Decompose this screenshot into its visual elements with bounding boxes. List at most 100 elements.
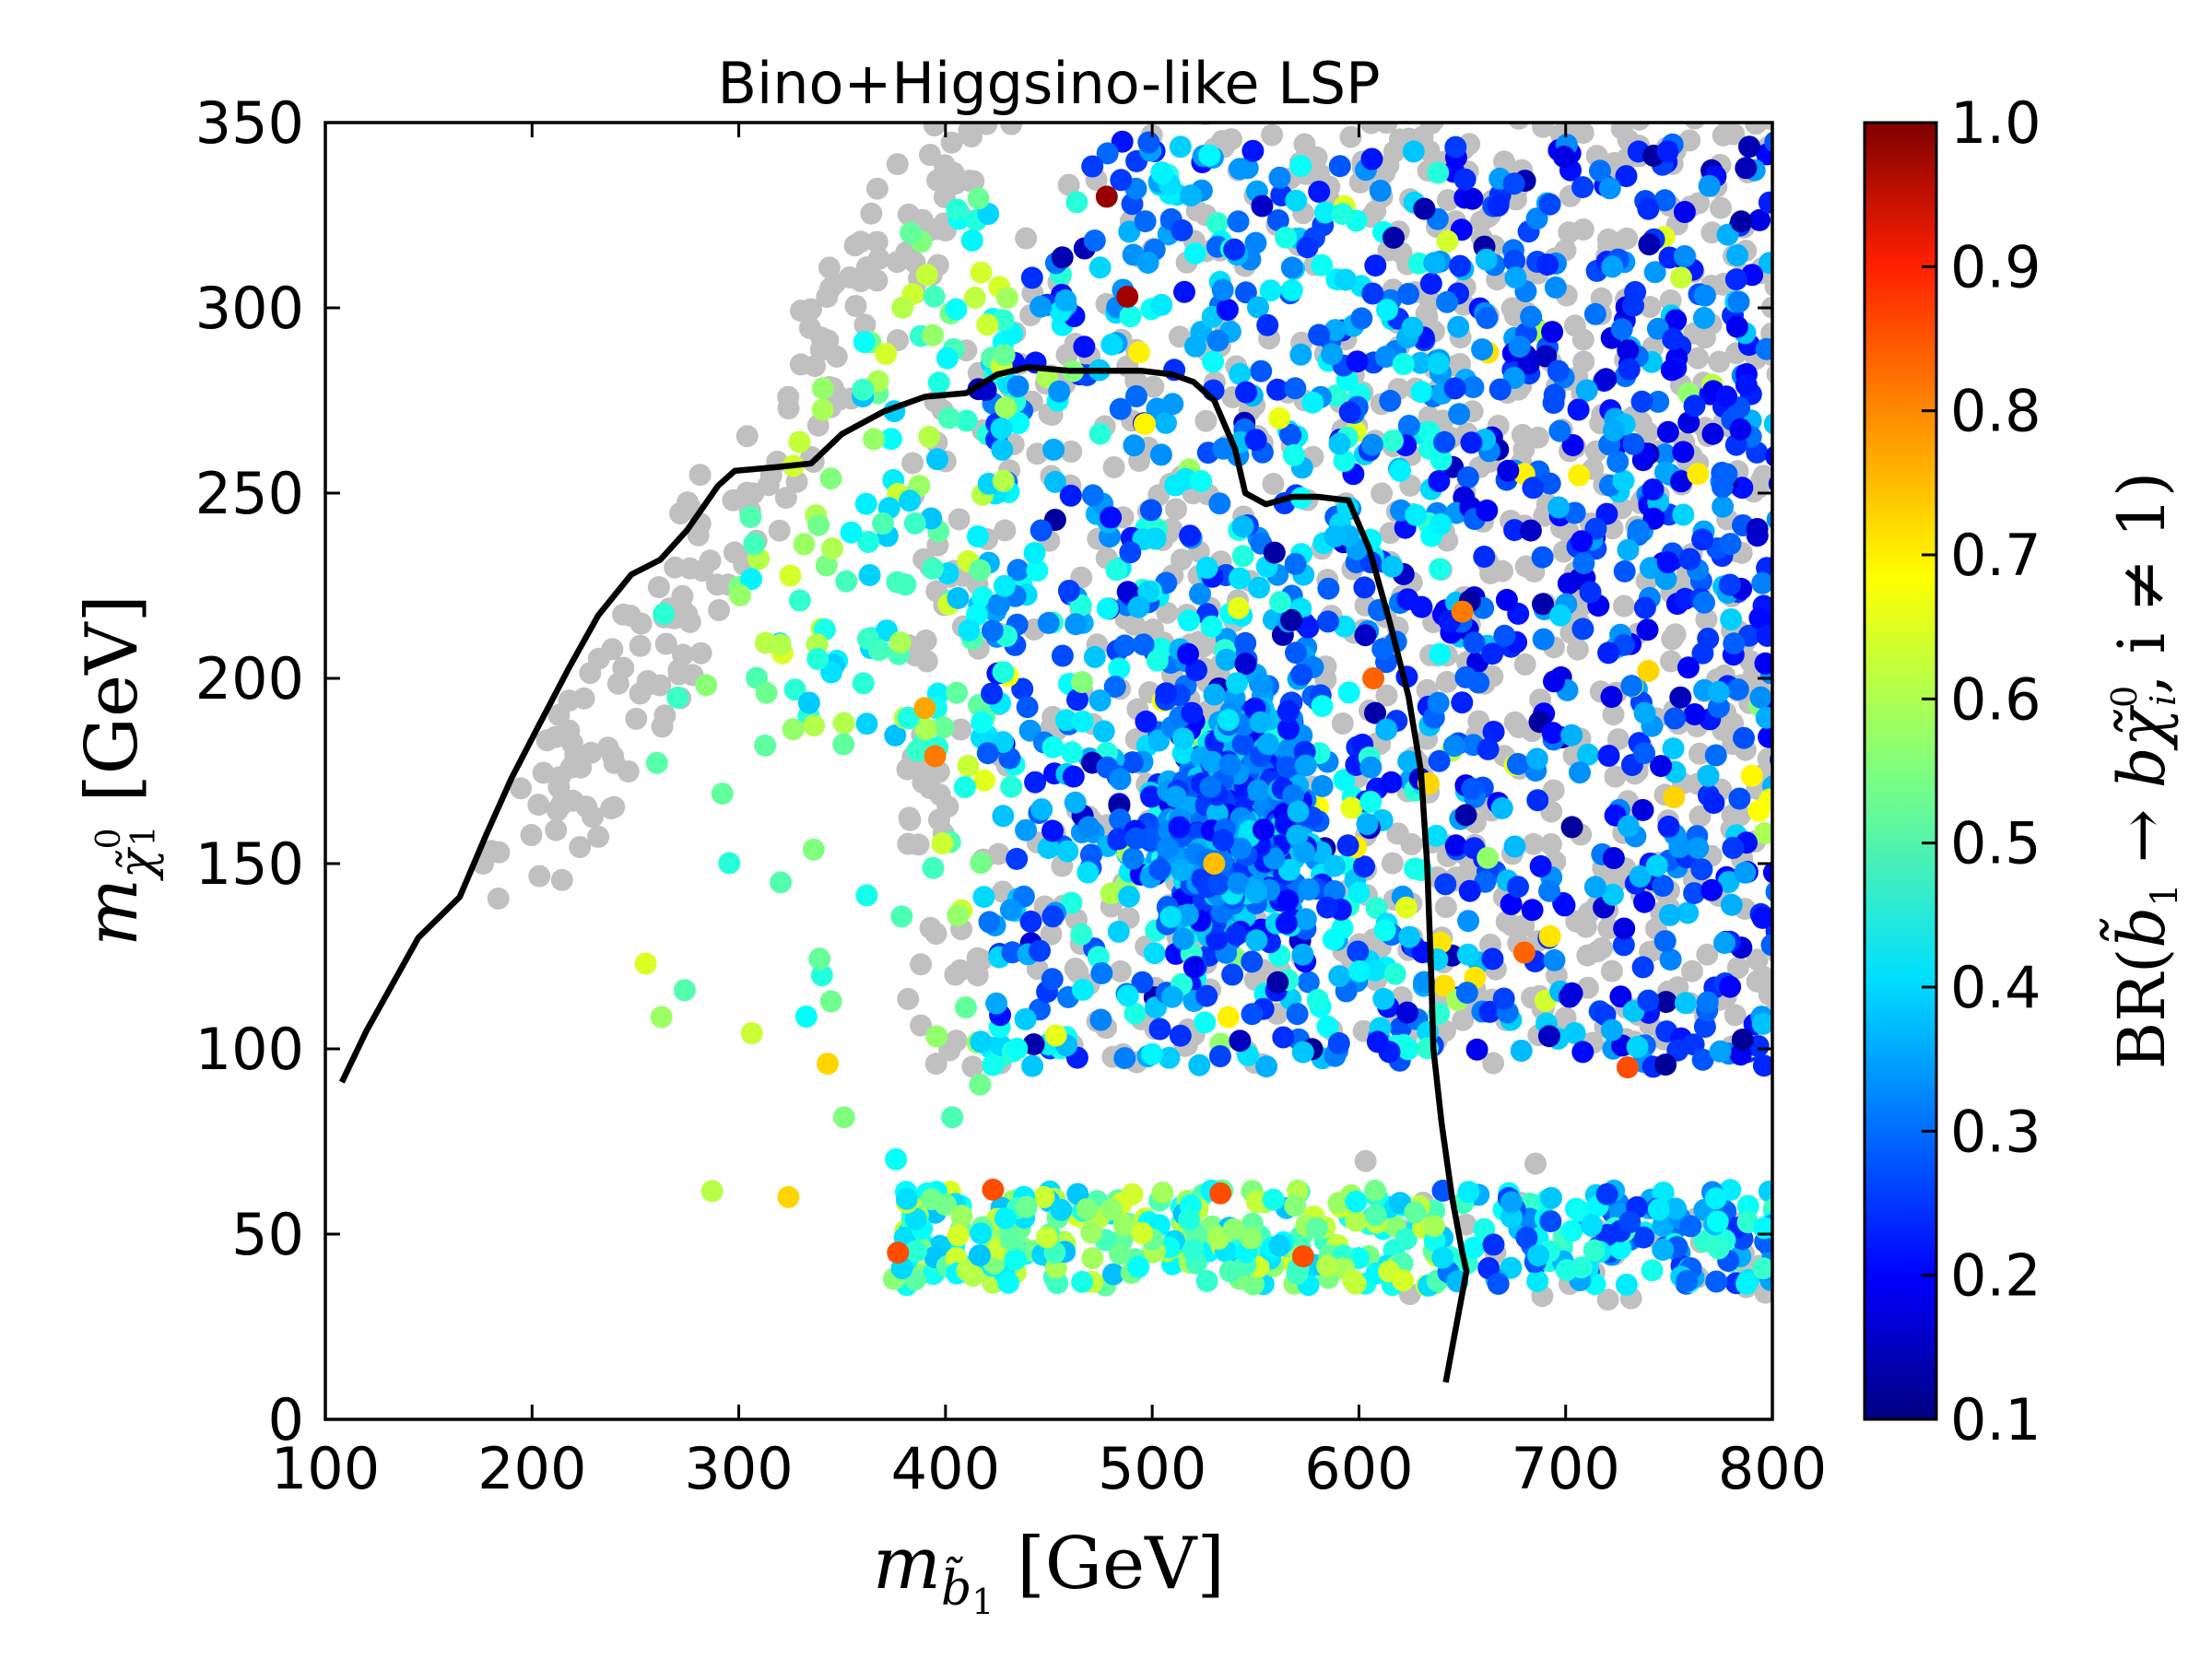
data-point	[1132, 633, 1155, 656]
data-point	[700, 1180, 724, 1203]
data-point	[1444, 135, 1467, 159]
data-point	[1029, 939, 1051, 962]
data-point	[1218, 753, 1241, 776]
data-point	[897, 706, 920, 729]
data-point	[1143, 942, 1166, 965]
data-point	[1292, 841, 1315, 864]
data-point	[1427, 352, 1450, 375]
data-point	[1777, 1188, 1799, 1210]
data-point	[1216, 299, 1239, 321]
data-point	[1180, 184, 1203, 207]
data-point	[1771, 1206, 1772, 1210]
data-point	[1571, 176, 1594, 199]
data-point	[1448, 403, 1471, 426]
data-point	[888, 631, 912, 653]
data-point	[1645, 854, 1668, 877]
data-point	[1364, 701, 1386, 724]
data-point	[1708, 350, 1731, 373]
data-point	[1631, 956, 1654, 979]
data-point	[1749, 686, 1772, 709]
data-point	[1762, 861, 1772, 884]
data-point	[1087, 946, 1110, 969]
data-point	[946, 681, 969, 704]
data-point	[1612, 469, 1635, 492]
data-point	[1654, 1053, 1677, 1077]
data-point	[1404, 94, 1426, 116]
data-point	[832, 733, 855, 756]
data-point	[976, 313, 999, 336]
data-point	[1149, 443, 1172, 466]
data-point	[1134, 210, 1157, 233]
data-point	[1337, 681, 1360, 704]
data-point	[1396, 588, 1419, 611]
data-point	[1781, 570, 1803, 592]
data-point	[1433, 974, 1456, 997]
data-point	[1268, 166, 1291, 189]
data-point	[1336, 834, 1359, 857]
data-point	[1340, 796, 1363, 819]
data-point	[1317, 577, 1340, 600]
data-point	[1500, 1191, 1523, 1214]
data-point	[1678, 547, 1701, 571]
data-point	[1247, 296, 1269, 319]
x-axis-label: mb̃1 [GeV]	[873, 1523, 1225, 1622]
data-point	[978, 911, 1001, 934]
data-point	[1633, 596, 1656, 619]
data-point	[818, 276, 841, 300]
data-point	[947, 508, 971, 531]
data-point	[1056, 840, 1079, 863]
data-point	[1103, 676, 1126, 699]
data-point	[1014, 1007, 1037, 1030]
data-point	[1568, 464, 1591, 487]
data-point	[1113, 634, 1136, 657]
data-point	[994, 519, 1017, 542]
data-point	[1109, 397, 1132, 420]
data-point	[1361, 282, 1384, 305]
data-point	[1394, 896, 1418, 919]
data-point	[1208, 492, 1231, 515]
data-point	[1637, 197, 1660, 220]
data-point	[1778, 1011, 1800, 1033]
data-point	[1118, 220, 1141, 243]
data-point	[777, 385, 800, 408]
data-point	[1492, 987, 1515, 1010]
data-point	[1690, 858, 1713, 881]
data-point	[1568, 1200, 1591, 1222]
data-point	[1164, 474, 1187, 497]
colorbar-label: BR(b̃1 → bχ̃0i, i ≠ 1)	[2100, 472, 2186, 1069]
data-point	[1672, 503, 1695, 526]
data-point	[1522, 832, 1545, 855]
data-point	[953, 776, 976, 798]
data-point	[1065, 613, 1088, 636]
data-point	[1316, 610, 1339, 633]
data-point	[957, 754, 980, 777]
data-point	[1294, 908, 1317, 931]
data-point	[1656, 551, 1679, 574]
data-point	[1693, 284, 1716, 307]
data-point	[1194, 1011, 1217, 1034]
data-point	[1493, 150, 1515, 173]
data-point	[1015, 818, 1038, 841]
data-point	[1396, 1001, 1418, 1024]
data-point	[1772, 562, 1794, 584]
data-point	[1747, 799, 1771, 822]
data-point	[1597, 641, 1620, 665]
data-point	[1526, 789, 1549, 812]
data-point	[1540, 1186, 1563, 1209]
data-point	[1150, 162, 1173, 185]
data-point	[790, 300, 812, 323]
data-point	[1704, 1187, 1727, 1210]
data-point	[1347, 940, 1370, 963]
data-point	[1262, 1188, 1285, 1211]
data-point	[872, 512, 895, 535]
colorbar-tick-label: 0.5	[1950, 810, 2041, 877]
data-point	[1755, 706, 1772, 729]
data-point	[962, 170, 985, 193]
data-point	[802, 838, 825, 861]
x-tick-label: 300	[684, 1435, 793, 1502]
data-point	[1383, 962, 1406, 985]
data-point	[956, 1259, 979, 1282]
data-point	[1571, 618, 1594, 641]
data-point	[1256, 313, 1279, 336]
data-point	[1662, 737, 1685, 760]
